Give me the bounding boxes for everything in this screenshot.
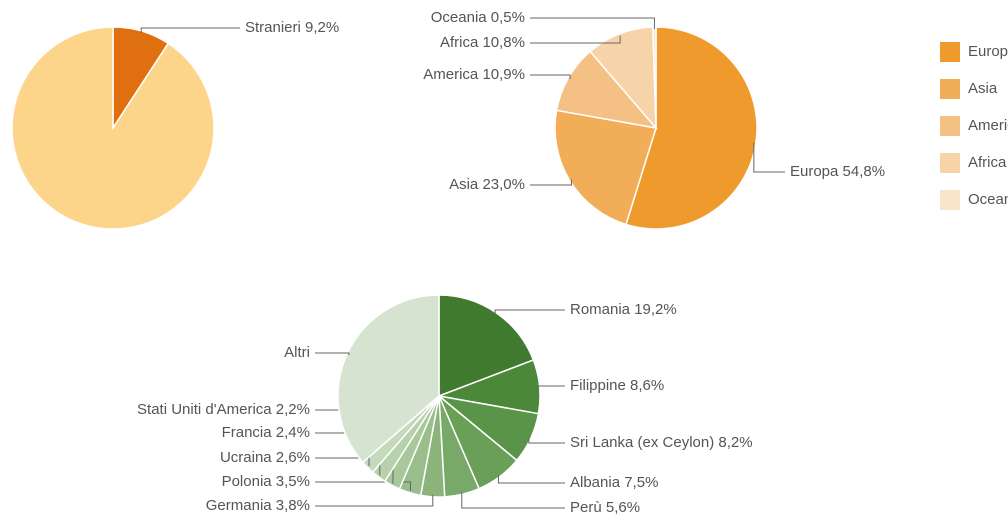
slice-name: Africa xyxy=(440,34,479,51)
slice-label: Filippine 8,6% xyxy=(570,377,664,394)
leader-line xyxy=(530,74,571,79)
slice-name: Altri xyxy=(284,344,310,361)
leader-line xyxy=(140,27,240,34)
slice-value: 2,6% xyxy=(276,449,310,466)
pie-slice xyxy=(554,109,657,226)
slice-name: Polonia xyxy=(222,473,273,490)
slice-value: 54,8% xyxy=(843,163,886,180)
leader-line xyxy=(753,142,785,173)
slice-name: Asia xyxy=(449,176,479,193)
slice-name: America xyxy=(423,66,479,83)
legend-swatch xyxy=(940,42,960,62)
legend-swatch xyxy=(940,116,960,136)
slice-name: Stati Uniti d'America xyxy=(137,401,272,418)
slice-value: 10,9% xyxy=(482,66,525,83)
leader-line xyxy=(494,309,565,315)
pie-slice xyxy=(625,26,758,230)
slice-name: Sri Lanka (ex Ceylon) xyxy=(570,434,714,451)
slice-value: 2,4% xyxy=(276,424,310,441)
slice-label: Albania 7,5% xyxy=(570,474,658,491)
leader-line xyxy=(315,352,350,355)
leader-line xyxy=(530,35,621,44)
slice-label: Oceania 0,5% xyxy=(431,9,525,26)
slice-name: Perù xyxy=(570,499,602,516)
legend-label: America xyxy=(968,117,1008,134)
slice-label: Altri xyxy=(284,344,310,361)
slice-label: Romania 19,2% xyxy=(570,301,677,318)
slice-name: Albania xyxy=(570,474,621,491)
legend-label: Africa xyxy=(968,154,1007,171)
slice-label: Polonia 3,5% xyxy=(222,473,310,490)
slice-name: Francia xyxy=(222,424,273,441)
slice-label: Germania 3,8% xyxy=(206,497,310,514)
slice-label: Perù 5,6% xyxy=(570,499,640,516)
slice-value: 5,6% xyxy=(606,499,640,516)
slice-label: America 10,9% xyxy=(423,66,525,83)
legend-swatch xyxy=(940,190,960,210)
slice-value: 9,2% xyxy=(305,19,339,36)
leader-line xyxy=(461,492,565,509)
leader-line xyxy=(530,17,655,30)
leader-line xyxy=(315,494,434,507)
slice-value: 2,2% xyxy=(276,401,310,418)
slice-label: Africa 10,8% xyxy=(440,34,525,51)
slice-name: Europa xyxy=(790,163,839,180)
leader-line xyxy=(530,179,572,186)
slice-label: Europa 54,8% xyxy=(790,163,885,180)
leader-line xyxy=(315,481,411,491)
slice-name: Stranieri xyxy=(245,19,301,36)
slice-label: Asia 23,0% xyxy=(449,176,525,193)
pie-slice xyxy=(438,294,535,398)
pie-slice xyxy=(589,26,657,131)
slice-value: 10,8% xyxy=(482,34,525,51)
pie-slice xyxy=(11,26,215,230)
slice-label: Francia 2,4% xyxy=(222,424,310,441)
leader-line xyxy=(528,437,565,444)
slice-value: 19,2% xyxy=(634,301,677,318)
leader-line xyxy=(497,475,565,484)
slice-name: Germania xyxy=(206,497,273,514)
slice-label: Sri Lanka (ex Ceylon) 8,2% xyxy=(570,434,753,451)
legend-label: Oceania xyxy=(968,191,1008,208)
slice-name: Filippine xyxy=(570,377,626,394)
slice-value: 0,5% xyxy=(491,9,525,26)
slice-name: Ucraina xyxy=(220,449,272,466)
slice-label: Ucraina 2,6% xyxy=(220,449,310,466)
slice-value: 23,0% xyxy=(482,176,525,193)
slice-name: Oceania xyxy=(431,9,488,26)
legend-label: Europa xyxy=(968,43,1008,60)
slice-label: Stranieri 9,2% xyxy=(245,19,339,36)
slice-value: 3,5% xyxy=(276,473,310,490)
leader-line xyxy=(537,385,565,387)
slice-label: Stati Uniti d'America 2,2% xyxy=(137,401,310,418)
slice-value: 8,6% xyxy=(630,377,664,394)
pie-slice xyxy=(337,294,440,464)
legend-swatch xyxy=(940,79,960,99)
legend-swatch xyxy=(940,153,960,173)
slice-name: Romania xyxy=(570,301,631,318)
slice-value: 3,8% xyxy=(276,497,310,514)
slice-value: 7,5% xyxy=(624,474,658,491)
pie-slice xyxy=(555,50,658,130)
slice-value: 8,2% xyxy=(718,434,752,451)
legend-label: Asia xyxy=(968,80,998,97)
